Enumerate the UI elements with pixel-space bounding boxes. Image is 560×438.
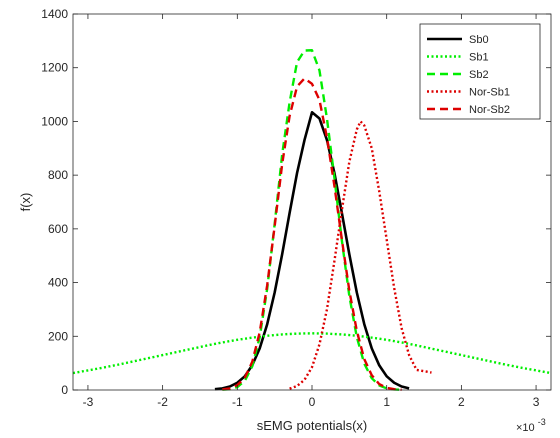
y-tick-label: 0 [61,383,68,397]
y-tick-label: 800 [48,168,68,182]
legend-label-nor-sb1: Nor-Sb1 [469,87,510,99]
legend-label-sb1: Sb1 [469,52,489,64]
legend-label-sb2: Sb2 [469,69,489,81]
x-tick-label: -3 [83,395,94,409]
x-tick-label: 1 [383,395,390,409]
legend: Sb0 Sb1 Sb2 Nor-Sb1 Nor-Sb2 [419,23,541,120]
legend-label-nor-sb2: Nor-Sb2 [469,104,510,116]
y-tick-label: 600 [48,222,68,236]
x-exponent-base: ×10 [516,422,535,434]
x-tick-label: 3 [533,395,540,409]
y-tick-label: 1400 [41,7,68,21]
x-exponent-power: -3 [538,417,546,427]
series-line-sb2 [222,49,402,391]
y-tick-label: 400 [48,276,68,290]
x-tick-label: 0 [309,395,316,409]
y-tick-label: 1200 [41,61,68,75]
x-tick-label: -2 [157,395,168,409]
svg-text:×10 -3: ×10 -3 [516,417,546,434]
x-axis-exponent: ×10 -3 [516,417,546,434]
x-axis-label: sEMG potentials(x) [257,418,368,433]
y-axis-label: f(x) [18,193,33,212]
x-tick-label: -1 [232,395,243,409]
y-tick-label: 200 [48,329,68,343]
axes [72,13,552,391]
legend-label-sb0: Sb0 [469,34,489,46]
series-line-sb1 [72,332,552,375]
series-line-nor-sb1 [289,120,432,390]
tick-labels: -3 -2 -1 0 1 2 3 0 200 400 600 800 1000 1200 1400 [41,7,539,409]
series-line-nor-sb2 [222,77,402,391]
y-tick-label: 1000 [41,114,68,128]
x-tick-label: 2 [458,395,465,409]
series-lines [72,49,552,391]
legend-items: Sb0 Sb1 Sb2 Nor-Sb1 Nor-Sb2 [427,34,510,116]
